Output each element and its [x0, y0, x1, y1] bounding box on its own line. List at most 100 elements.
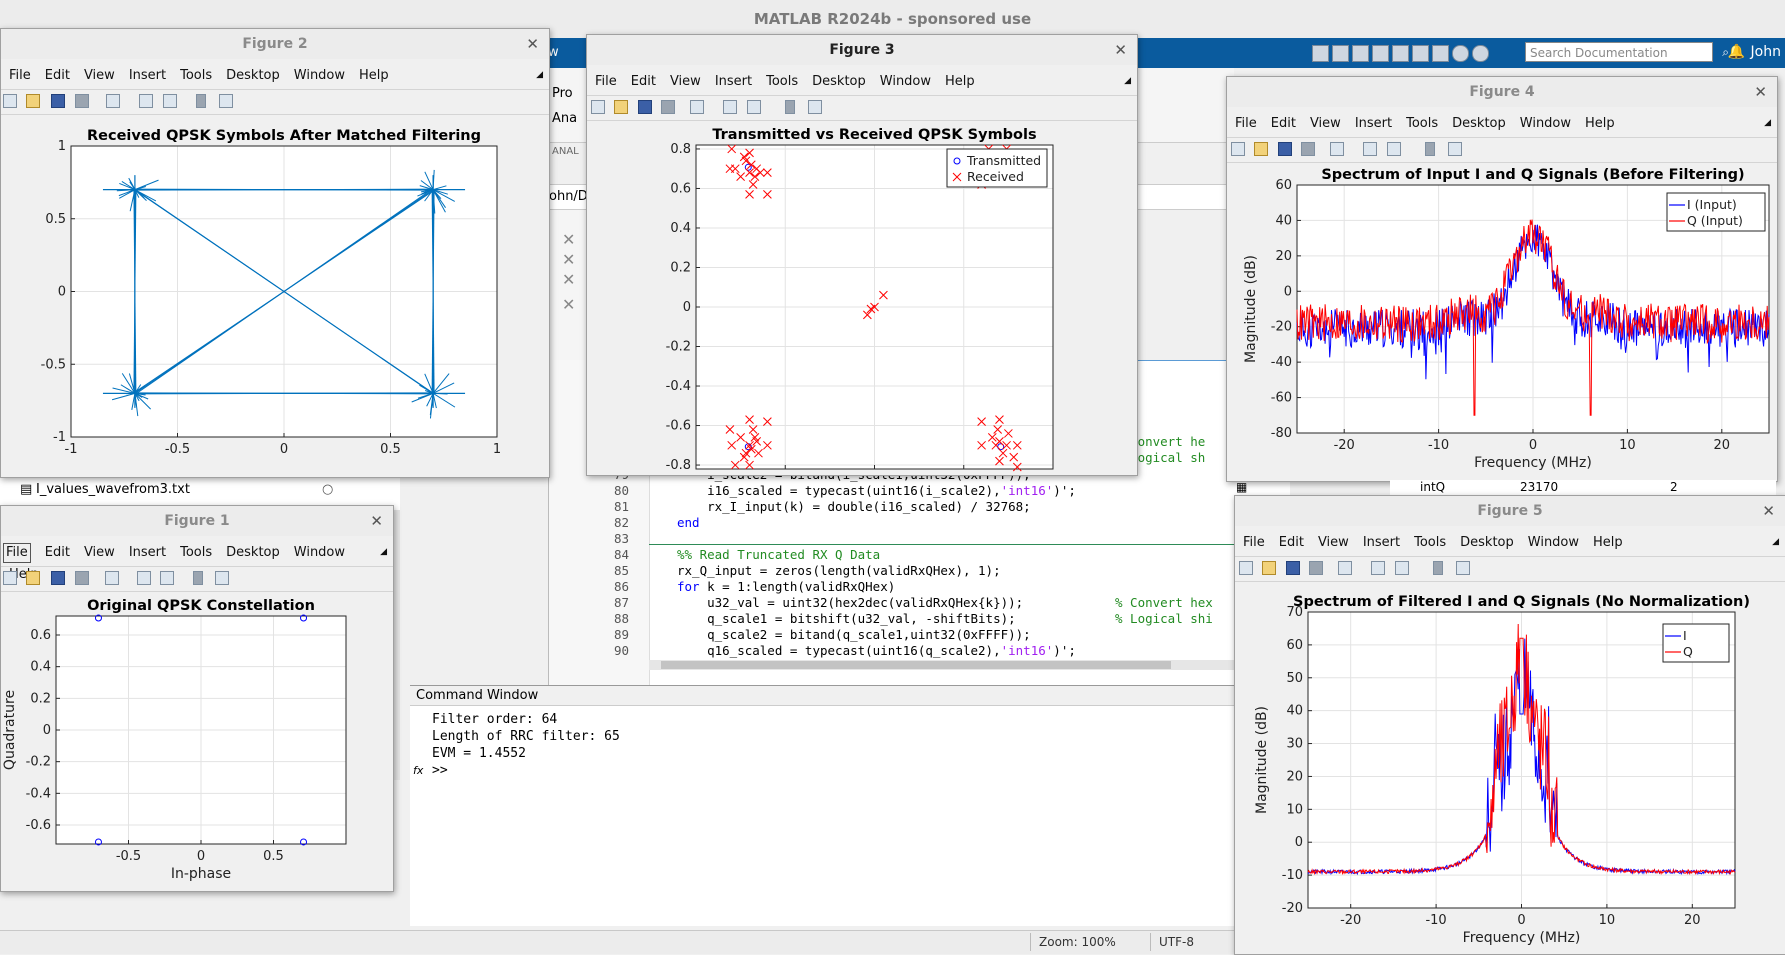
close-tab-icon[interactable]: ✕	[562, 230, 575, 249]
file-item[interactable]: I_values_wavefrom3.txt	[36, 482, 190, 497]
menu-view[interactable]: View	[1310, 113, 1341, 135]
link-plot-icon[interactable]	[1330, 142, 1344, 156]
menu-window[interactable]: Window	[294, 542, 345, 564]
close-icon[interactable]: ✕	[1754, 83, 1767, 101]
edit-plot-icon[interactable]	[193, 571, 203, 585]
menu-insert[interactable]: Insert	[129, 65, 166, 87]
toolstrip-item-2[interactable]: Ana	[552, 111, 577, 126]
property-inspector-icon[interactable]	[808, 100, 822, 114]
new-figure-icon[interactable]	[591, 100, 605, 114]
new-figure-icon[interactable]	[1239, 561, 1253, 575]
new-figure-icon[interactable]	[3, 571, 17, 585]
close-tab-icon[interactable]: ✕	[562, 270, 575, 289]
menu-window[interactable]: Window	[1520, 113, 1571, 135]
menu-file[interactable]: File	[1243, 532, 1265, 554]
print-icon[interactable]	[75, 571, 89, 585]
menu-view[interactable]: View	[84, 542, 115, 564]
menu-tools[interactable]: Tools	[1406, 113, 1438, 135]
link-plot-icon[interactable]	[1338, 561, 1352, 575]
toolstrip-item-1[interactable]: Pro	[552, 86, 573, 101]
menubar-expand-icon[interactable]: ◢	[380, 547, 387, 557]
save-icon[interactable]	[1286, 561, 1300, 575]
menu-file[interactable]: File	[595, 71, 617, 93]
menu-file[interactable]: File	[9, 65, 31, 87]
colorbar-icon[interactable]	[1371, 561, 1385, 575]
link-plot-icon[interactable]	[105, 571, 119, 585]
menu-insert[interactable]: Insert	[1363, 532, 1400, 554]
redo-icon[interactable]	[1412, 45, 1429, 62]
menu-edit[interactable]: Edit	[631, 71, 656, 93]
colorbar-icon[interactable]	[137, 571, 151, 585]
close-icon[interactable]: ✕	[370, 512, 383, 530]
editor-hscrollbar[interactable]	[649, 660, 1235, 670]
save-icon[interactable]	[1312, 45, 1329, 62]
property-inspector-icon[interactable]	[215, 571, 229, 585]
menu-window[interactable]: Window	[1528, 532, 1579, 554]
figure-3-plot[interactable]: -1-0.500.510.80.60.40.20-0.2-0.4-0.6-0.8…	[587, 121, 1137, 475]
figure-title[interactable]: Figure 2	[1, 29, 549, 59]
menubar-expand-icon[interactable]: ◢	[1764, 118, 1771, 128]
edit-plot-icon[interactable]	[785, 100, 795, 114]
open-file-icon[interactable]	[26, 571, 40, 585]
link-plot-icon[interactable]	[106, 94, 120, 108]
legend-icon[interactable]	[1387, 142, 1401, 156]
print-icon[interactable]	[1301, 142, 1315, 156]
menu-edit[interactable]: Edit	[1271, 113, 1296, 135]
new-figure-icon[interactable]	[1231, 142, 1245, 156]
menu-tools[interactable]: Tools	[1414, 532, 1446, 554]
save-icon[interactable]	[638, 100, 652, 114]
legend-icon[interactable]	[1395, 561, 1409, 575]
edit-plot-icon[interactable]	[1425, 142, 1435, 156]
menu-desktop[interactable]: Desktop	[1460, 532, 1514, 554]
menu-insert[interactable]: Insert	[129, 542, 166, 564]
edit-plot-icon[interactable]	[1433, 561, 1443, 575]
menubar-expand-icon[interactable]: ◢	[536, 70, 543, 80]
menu-file[interactable]: File	[3, 543, 31, 563]
undo-icon[interactable]	[1392, 45, 1409, 62]
open-file-icon[interactable]	[1254, 142, 1268, 156]
menu-desktop[interactable]: Desktop	[226, 542, 280, 564]
menu-view[interactable]: View	[84, 65, 115, 87]
print-icon[interactable]	[1309, 561, 1323, 575]
menu-desktop[interactable]: Desktop	[1452, 113, 1506, 135]
print-icon[interactable]	[75, 94, 89, 108]
link-plot-icon[interactable]	[690, 100, 704, 114]
open-file-icon[interactable]	[26, 94, 40, 108]
help-icon[interactable]	[1452, 45, 1469, 62]
menu-help[interactable]: Help	[1593, 532, 1623, 554]
command-window[interactable]: Command Window Filter order: 64 Length o…	[410, 685, 1235, 926]
property-inspector-icon[interactable]	[1448, 142, 1462, 156]
open-file-icon[interactable]	[1262, 561, 1276, 575]
print-icon[interactable]	[661, 100, 675, 114]
property-inspector-icon[interactable]	[1456, 561, 1470, 575]
workspace-row[interactable]: ▦	[1234, 480, 1290, 496]
menu-desktop[interactable]: Desktop	[812, 71, 866, 93]
menu-edit[interactable]: Edit	[45, 65, 70, 87]
command-prompt[interactable]: >>	[432, 763, 448, 778]
legend-icon[interactable]	[160, 571, 174, 585]
copy-icon[interactable]	[1352, 45, 1369, 62]
figure-title[interactable]: Figure 4	[1227, 77, 1777, 107]
menu-edit[interactable]: Edit	[1279, 532, 1304, 554]
colorbar-icon[interactable]	[1363, 142, 1377, 156]
legend-icon[interactable]	[163, 94, 177, 108]
property-inspector-icon[interactable]	[219, 94, 233, 108]
close-tab-icon[interactable]: ✕	[562, 250, 575, 269]
figure-title[interactable]: Figure 1	[1, 506, 393, 536]
cut-icon[interactable]	[1332, 45, 1349, 62]
close-tab-icon[interactable]: ✕	[562, 295, 575, 314]
legend-icon[interactable]	[747, 100, 761, 114]
menu-window[interactable]: Window	[294, 65, 345, 87]
menu-view[interactable]: View	[670, 71, 701, 93]
save-icon[interactable]	[51, 94, 65, 108]
search-documentation-input[interactable]: Search Documentation	[1525, 42, 1713, 62]
